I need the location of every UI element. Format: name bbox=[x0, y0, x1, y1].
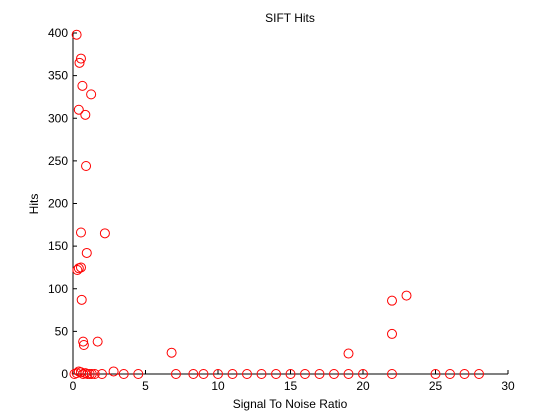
x-tick-label: 10 bbox=[211, 379, 225, 393]
scatter-point bbox=[387, 295, 397, 306]
scatter-point bbox=[445, 369, 455, 379]
y-tick-label: 400 bbox=[48, 26, 68, 40]
scatter-point bbox=[75, 227, 86, 238]
scatter-point bbox=[227, 369, 238, 379]
scatter-point bbox=[78, 340, 89, 351]
scatter-point bbox=[242, 369, 252, 379]
y-tick-label: 200 bbox=[48, 197, 68, 211]
x-tick-label: 30 bbox=[501, 379, 515, 393]
x-tick-label: 25 bbox=[429, 379, 443, 393]
scatter-point bbox=[198, 369, 209, 379]
y-tick-label: 350 bbox=[48, 69, 68, 83]
scatter-point bbox=[166, 347, 177, 358]
y-tick-label: 0 bbox=[61, 367, 68, 381]
scatter-point bbox=[97, 369, 107, 379]
y-tick-label: 100 bbox=[48, 282, 68, 296]
scatter-point bbox=[256, 369, 267, 379]
scatter-point bbox=[74, 57, 85, 68]
scatter-point bbox=[133, 369, 144, 379]
scatter-point bbox=[459, 369, 470, 379]
x-tick-label: 20 bbox=[356, 379, 370, 393]
scatter-point bbox=[86, 369, 97, 379]
scatter-point bbox=[72, 264, 83, 275]
scatter-point bbox=[86, 89, 97, 100]
scatter-point bbox=[71, 29, 82, 40]
scatter-point bbox=[474, 369, 484, 379]
chart-title: SIFT Hits bbox=[265, 11, 315, 25]
scatter-point bbox=[78, 336, 89, 347]
y-tick-label: 300 bbox=[48, 111, 68, 125]
data-points bbox=[69, 29, 484, 379]
scatter-point bbox=[81, 160, 92, 171]
scatter-point bbox=[314, 369, 325, 379]
scatter-point bbox=[170, 369, 181, 379]
x-tick-label: 5 bbox=[142, 379, 149, 393]
scatter-point bbox=[75, 53, 86, 64]
x-tick-label: 15 bbox=[284, 379, 298, 393]
scatter-point bbox=[358, 369, 368, 379]
scatter-point bbox=[92, 336, 103, 347]
y-tick-label: 50 bbox=[55, 324, 69, 338]
scatter-point bbox=[285, 369, 296, 379]
scatter-point bbox=[213, 369, 223, 379]
x-axis-ticks: 0 5 10 15 20 25 30 bbox=[70, 370, 515, 393]
y-axis-label: Hits bbox=[27, 194, 41, 215]
scatter-point bbox=[343, 348, 354, 359]
scatter-point bbox=[343, 369, 354, 379]
scatter-point bbox=[430, 369, 441, 379]
scatter-point bbox=[118, 369, 129, 379]
scatter-point bbox=[80, 109, 91, 120]
scatter-point bbox=[76, 294, 87, 305]
x-axis-label: Signal To Noise Ratio bbox=[233, 397, 348, 411]
y-axis-ticks: 0 50 100 150 200 250 300 350 400 bbox=[48, 26, 77, 381]
scatter-point bbox=[271, 369, 281, 379]
scatter-point bbox=[188, 369, 199, 379]
scatter-point bbox=[108, 366, 119, 377]
scatter-point bbox=[387, 369, 397, 379]
scatter-point bbox=[73, 104, 84, 115]
scatter-point bbox=[387, 328, 397, 339]
scatter-point bbox=[300, 369, 310, 379]
x-tick-label: 0 bbox=[70, 379, 77, 393]
scatter-point bbox=[401, 290, 412, 301]
y-tick-label: 150 bbox=[48, 239, 68, 253]
y-tick-label: 250 bbox=[48, 154, 68, 168]
scatter-point bbox=[77, 80, 88, 91]
scatter-point bbox=[329, 369, 339, 379]
scatter-point bbox=[99, 228, 110, 239]
scatter-point bbox=[75, 262, 86, 273]
scatter-point bbox=[81, 247, 92, 258]
scatter-point bbox=[89, 369, 100, 379]
